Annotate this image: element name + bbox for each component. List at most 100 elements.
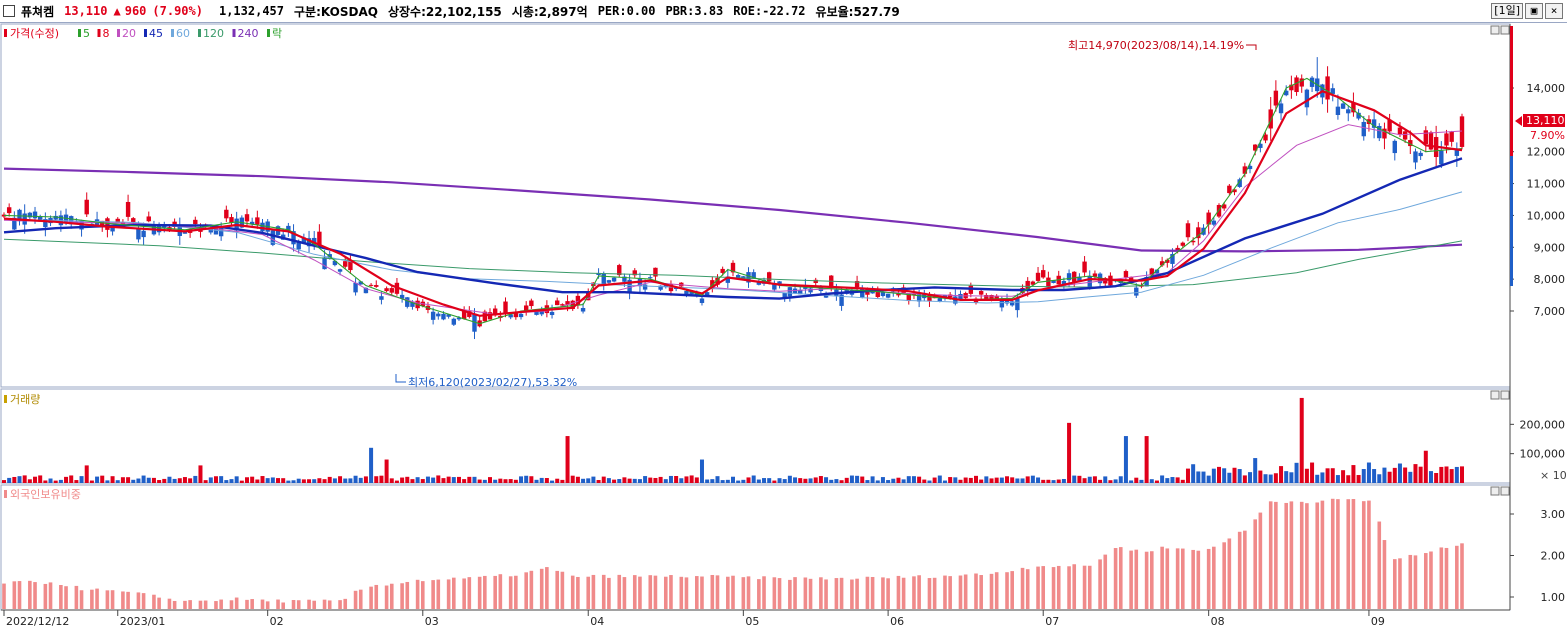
candle-body xyxy=(1273,90,1279,106)
foreign-bar xyxy=(638,576,642,609)
volume-bar xyxy=(384,459,389,483)
candle-body xyxy=(343,261,348,267)
volume-bar xyxy=(100,475,105,483)
candle-body xyxy=(384,288,389,292)
volume-panel-close-icon[interactable] xyxy=(1500,390,1510,400)
candle-body xyxy=(146,216,151,222)
candle-body xyxy=(244,214,250,222)
volume-bar xyxy=(544,478,549,483)
candle-body xyxy=(1278,103,1284,114)
foreign-bar xyxy=(824,579,828,609)
volume-bar xyxy=(1253,458,1258,483)
volume-bar xyxy=(1454,466,1459,483)
foreign-bar xyxy=(467,577,472,609)
foreign-bar xyxy=(203,600,208,609)
foreign-bar xyxy=(105,590,110,609)
volume-bar xyxy=(989,478,994,483)
foreign-bar xyxy=(1253,519,1257,609)
volume-bar xyxy=(1392,467,1397,483)
restore-icon[interactable]: ▣ xyxy=(1525,3,1543,19)
candle-body xyxy=(1289,84,1294,91)
foreign-bar xyxy=(1382,540,1387,609)
foreign-bar xyxy=(793,577,797,609)
volume-bar xyxy=(1067,422,1072,483)
foreign-bar xyxy=(1455,545,1459,609)
volume-bar xyxy=(1046,479,1051,483)
foreign-bar xyxy=(1305,503,1309,609)
candle-body xyxy=(782,292,787,299)
foreign-bar xyxy=(1439,547,1444,609)
candle-body xyxy=(1309,77,1315,87)
candle-body xyxy=(1439,150,1444,165)
candle-body xyxy=(916,294,922,302)
candle-body xyxy=(978,291,984,295)
candle-body xyxy=(854,281,860,288)
panel-buttons[interactable] xyxy=(1490,25,1510,496)
volume-bar xyxy=(1284,471,1289,483)
foreign-panel-close-icon[interactable] xyxy=(1500,486,1510,496)
volume-bar xyxy=(1077,475,1082,483)
legend-price: 가격(수정) xyxy=(10,27,59,40)
volume-bar xyxy=(1382,467,1387,483)
foreign-bar xyxy=(79,590,84,609)
foreign-bar xyxy=(493,575,497,609)
foreign-bar xyxy=(1268,501,1273,609)
volume-bar xyxy=(431,477,436,483)
candle-body xyxy=(580,307,586,312)
candle-body xyxy=(260,222,265,232)
select-checkbox[interactable] xyxy=(3,5,15,17)
candle-body xyxy=(136,228,141,240)
volume-bar xyxy=(1248,472,1253,483)
period-button[interactable]: [1일] xyxy=(1491,3,1523,19)
volume-panel-maximize-icon[interactable] xyxy=(1490,390,1500,400)
volume-bar xyxy=(415,477,420,483)
volume-bar xyxy=(151,477,156,483)
close-icon[interactable]: × xyxy=(1545,3,1563,19)
volume-bar xyxy=(658,476,663,483)
volume-bar xyxy=(648,477,653,483)
foreign-panel-maximize-icon[interactable] xyxy=(1490,486,1500,496)
candle-body xyxy=(1072,271,1077,282)
foreign-bar xyxy=(1149,551,1154,609)
candle-body xyxy=(958,293,963,301)
legend-ma-20: 20 xyxy=(122,27,136,40)
foreign-bar xyxy=(214,601,218,609)
volume-bar xyxy=(167,476,172,483)
price-panel-maximize-icon[interactable] xyxy=(1490,25,1500,35)
foreign-bar xyxy=(663,576,668,609)
foreign-bar xyxy=(229,600,234,609)
foreign-bar xyxy=(1005,572,1009,609)
candle-body xyxy=(1351,102,1356,113)
candle-body xyxy=(689,291,694,295)
candle-body xyxy=(1206,212,1211,225)
volume-bar xyxy=(937,475,942,483)
volume-bar xyxy=(255,479,260,483)
candle-body xyxy=(529,300,534,307)
foreign-bar xyxy=(1036,566,1040,609)
volume-bar xyxy=(1134,477,1139,483)
foreign-bar xyxy=(1067,566,1071,609)
volume-bar xyxy=(741,479,746,483)
candle-body xyxy=(1004,298,1010,304)
foreign-bar xyxy=(1010,571,1014,609)
candle-body xyxy=(410,302,415,307)
candle-body xyxy=(508,314,513,318)
x-axis-labels: 2022/12/12 2023/01 02 03 04 05 06 07 08 09 xyxy=(3,610,1385,628)
volume-bar xyxy=(565,436,570,483)
volume-bar xyxy=(177,478,182,483)
candle-body xyxy=(1371,119,1377,128)
volume-bar xyxy=(1144,436,1149,483)
foreign-bar xyxy=(126,591,130,609)
candle-body xyxy=(456,317,462,320)
candle-body xyxy=(1377,126,1382,139)
ma240-line xyxy=(3,167,1463,253)
candle-body xyxy=(746,272,751,283)
candle-body xyxy=(363,287,369,294)
volume-bar xyxy=(1268,474,1273,483)
candle-body xyxy=(622,276,627,282)
candle-body xyxy=(523,305,529,312)
volume-bar xyxy=(906,476,911,483)
price-panel-close-icon[interactable] xyxy=(1500,25,1510,35)
foreign-tick-label: 1.00 xyxy=(1541,591,1566,604)
volume-bar xyxy=(767,478,772,483)
